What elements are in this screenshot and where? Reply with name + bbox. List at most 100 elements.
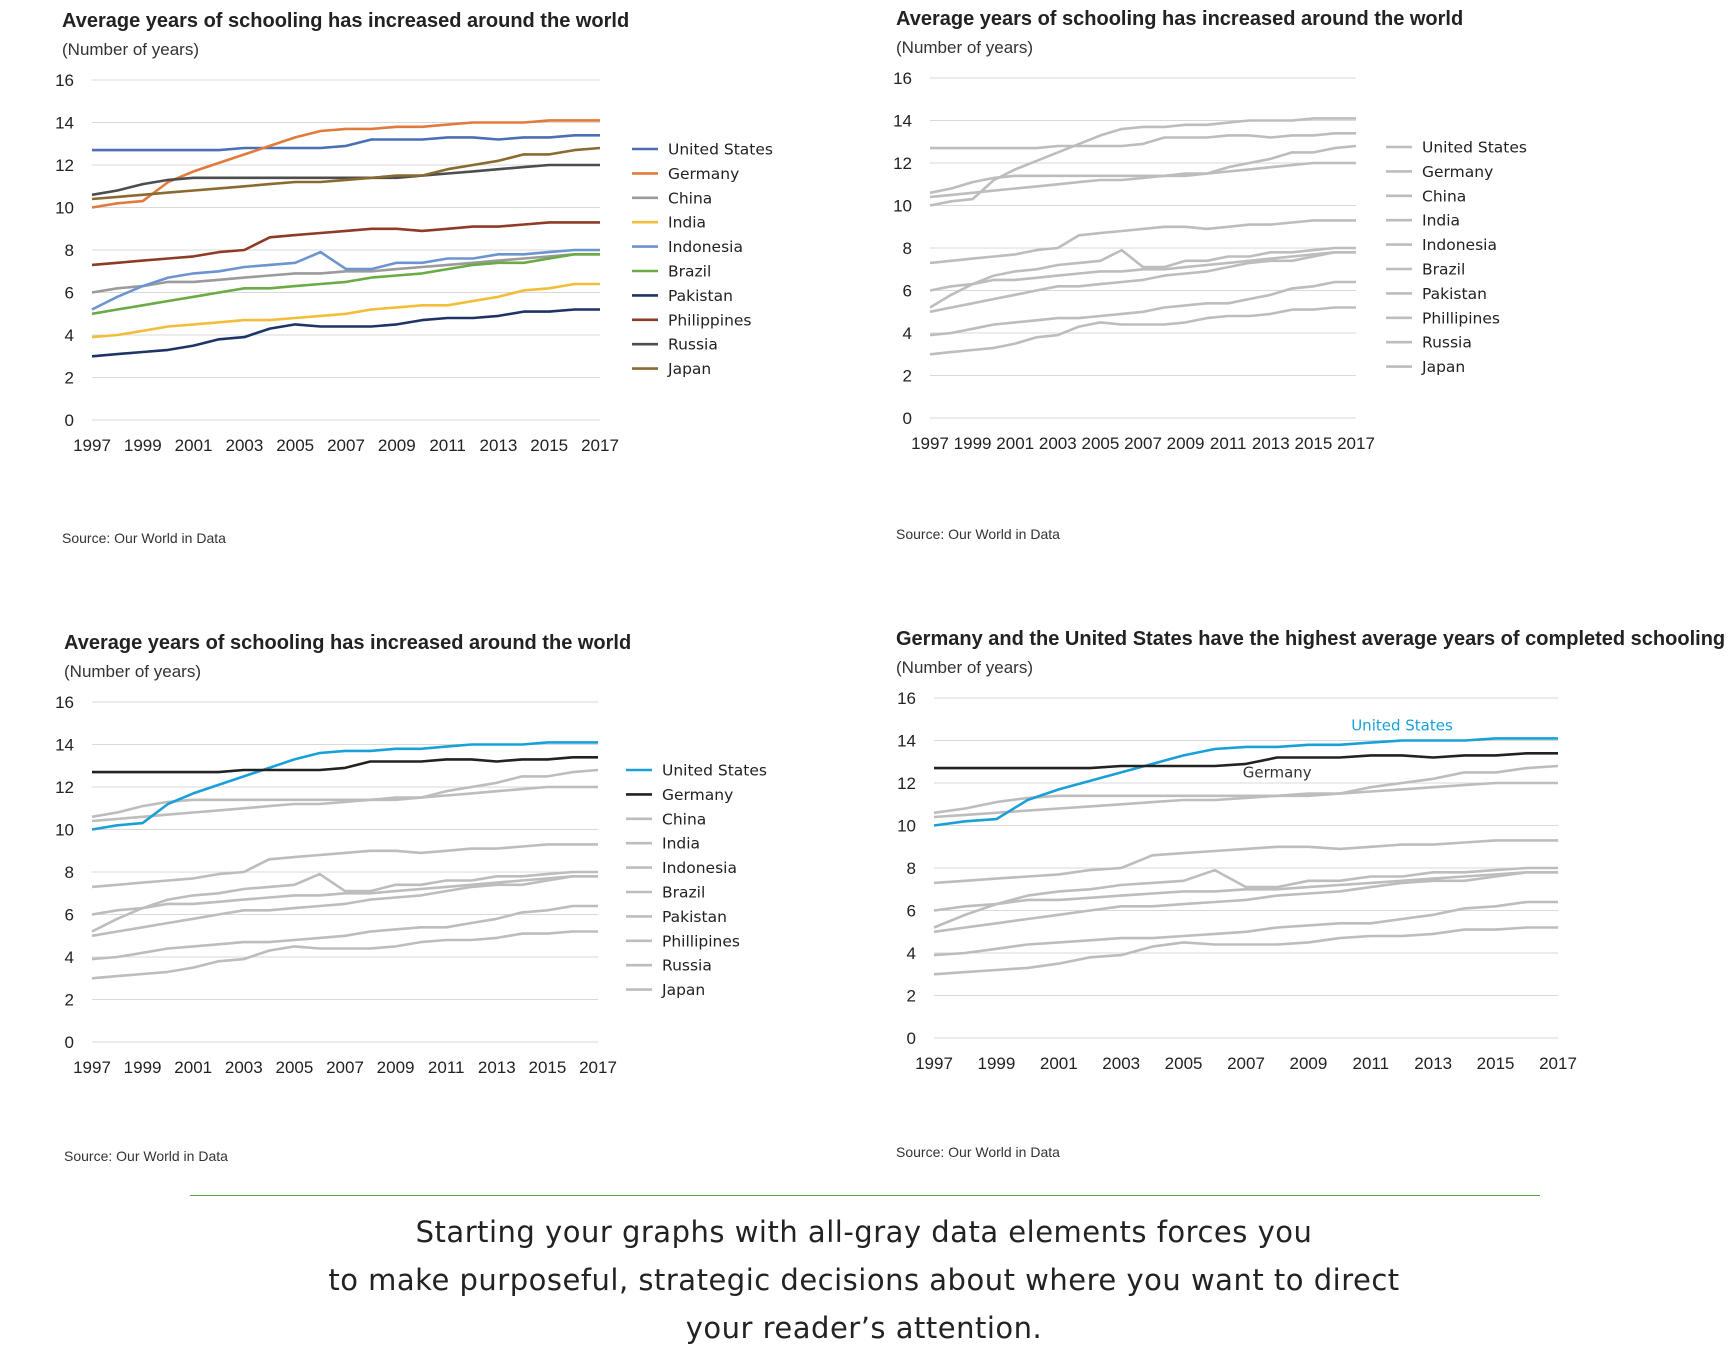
x-tick-label: 2013 bbox=[1414, 1054, 1452, 1073]
chart-subtitle: (Number of years) bbox=[64, 662, 201, 681]
legend-label: United States bbox=[668, 141, 773, 159]
series-annotation: Germany bbox=[1243, 763, 1312, 781]
x-tick-label: 2007 bbox=[327, 436, 365, 455]
legend-label: India bbox=[662, 835, 700, 853]
x-tick-label: 2009 bbox=[378, 436, 416, 455]
y-tick-label: 16 bbox=[55, 693, 74, 712]
x-tick-label: 2003 bbox=[1102, 1054, 1140, 1073]
y-tick-label: 6 bbox=[65, 284, 74, 303]
series-line-japan bbox=[91, 768, 599, 823]
x-tick-label: 2017 bbox=[1539, 1054, 1577, 1073]
x-tick-label: 1999 bbox=[954, 434, 992, 453]
y-tick-label: 0 bbox=[65, 1033, 74, 1052]
chart-source: Source: Our World in Data bbox=[62, 530, 226, 546]
caption-line: Starting your graphs with all-gray data … bbox=[415, 1215, 1313, 1249]
chart-panel-all-gray: Average years of schooling has increased… bbox=[893, 8, 1728, 568]
legend-label: Philippines bbox=[668, 311, 752, 329]
series-line-china bbox=[929, 251, 1356, 292]
y-tick-label: 14 bbox=[897, 732, 916, 751]
x-tick-label: 2003 bbox=[225, 1058, 263, 1077]
x-tick-label: 2001 bbox=[996, 434, 1034, 453]
y-tick-label: 10 bbox=[55, 199, 74, 218]
x-tick-label: 2013 bbox=[479, 436, 517, 455]
series-line-phillipines bbox=[929, 219, 1356, 265]
chart-title: Average years of schooling has increased… bbox=[62, 10, 630, 32]
series-line-germany bbox=[92, 756, 598, 774]
chart-title: Average years of schooling has increased… bbox=[896, 8, 1464, 30]
y-tick-label: 2 bbox=[903, 367, 912, 386]
y-tick-label: 0 bbox=[907, 1029, 916, 1048]
x-tick-label: 1997 bbox=[73, 436, 111, 455]
series-line-russia bbox=[91, 163, 600, 197]
series-line-india bbox=[91, 904, 598, 961]
chart-title: Average years of schooling has increased… bbox=[64, 632, 632, 654]
y-tick-label: 14 bbox=[55, 114, 74, 133]
series-line-pakistan bbox=[91, 308, 600, 358]
chart-panel-highlighted-legend: Average years of schooling has increased… bbox=[55, 632, 904, 1192]
x-tick-label: 2017 bbox=[581, 436, 619, 455]
x-tick-label: 2009 bbox=[1289, 1054, 1327, 1073]
chart-subtitle: (Number of years) bbox=[896, 38, 1033, 57]
legend-label: Pakistan bbox=[1422, 285, 1487, 303]
legend-label: India bbox=[1422, 212, 1460, 230]
legend-label: Germany bbox=[662, 786, 733, 804]
legend-label: Russia bbox=[662, 957, 712, 975]
series-line-pakistan bbox=[91, 930, 598, 980]
y-tick-label: 8 bbox=[65, 863, 74, 882]
legend-label: Pakistan bbox=[668, 287, 733, 305]
chart-subtitle: (Number of years) bbox=[896, 658, 1033, 677]
legend-label: India bbox=[668, 214, 706, 232]
series-line-pakistan bbox=[933, 926, 1558, 976]
y-tick-label: 0 bbox=[903, 409, 912, 428]
x-tick-label: 2011 bbox=[429, 436, 466, 455]
y-tick-label: 4 bbox=[903, 324, 912, 343]
series-line-indonesia bbox=[91, 248, 600, 311]
series-line-brazil bbox=[929, 251, 1356, 314]
y-tick-label: 6 bbox=[903, 282, 912, 301]
chart-source: Source: Our World in Data bbox=[896, 526, 1060, 542]
y-tick-label: 8 bbox=[65, 241, 74, 260]
series-line-germany bbox=[934, 752, 1558, 770]
y-tick-label: 4 bbox=[907, 944, 916, 963]
legend-label: China bbox=[662, 810, 706, 828]
x-tick-label: 2001 bbox=[1040, 1054, 1078, 1073]
y-tick-label: 4 bbox=[65, 948, 74, 967]
legend-label: Indonesia bbox=[1422, 236, 1497, 254]
y-tick-label: 10 bbox=[55, 821, 74, 840]
series-line-japan bbox=[929, 144, 1357, 199]
series-line-china bbox=[91, 875, 598, 916]
series-line-brazil bbox=[91, 875, 598, 938]
series-line-japan bbox=[933, 764, 1559, 819]
series-line-india bbox=[933, 900, 1558, 957]
x-tick-label: 2015 bbox=[530, 436, 568, 455]
x-tick-label: 2011 bbox=[1353, 1054, 1390, 1073]
legend-label: Japan bbox=[667, 360, 711, 378]
chart-title: Germany and the United States have the h… bbox=[896, 628, 1726, 650]
y-tick-label: 2 bbox=[65, 991, 74, 1010]
y-tick-label: 12 bbox=[897, 774, 916, 793]
y-tick-label: 12 bbox=[55, 778, 74, 797]
legend-label: China bbox=[668, 189, 712, 207]
legend-label: Indonesia bbox=[668, 238, 743, 256]
series-line-united-states bbox=[930, 132, 1356, 150]
divider-line bbox=[190, 1195, 1540, 1196]
legend-label: Indonesia bbox=[662, 859, 737, 877]
x-tick-label: 2005 bbox=[1165, 1054, 1203, 1073]
y-tick-label: 16 bbox=[897, 689, 916, 708]
y-tick-label: 4 bbox=[65, 326, 74, 345]
x-tick-label: 1999 bbox=[977, 1054, 1015, 1073]
series-line-germany bbox=[929, 117, 1356, 207]
x-tick-label: 2017 bbox=[1337, 434, 1375, 453]
y-tick-label: 14 bbox=[55, 736, 74, 755]
x-tick-label: 1997 bbox=[73, 1058, 111, 1077]
x-tick-label: 2015 bbox=[528, 1058, 566, 1077]
x-tick-label: 1997 bbox=[911, 434, 949, 453]
y-tick-label: 6 bbox=[65, 906, 74, 925]
caption-line: to make purposeful, strategic decisions … bbox=[328, 1263, 1400, 1297]
series-line-brazil bbox=[91, 253, 600, 316]
legend-label: Phillipines bbox=[1422, 309, 1500, 327]
x-tick-label: 2007 bbox=[326, 1058, 364, 1077]
legend-label: Brazil bbox=[668, 263, 711, 281]
